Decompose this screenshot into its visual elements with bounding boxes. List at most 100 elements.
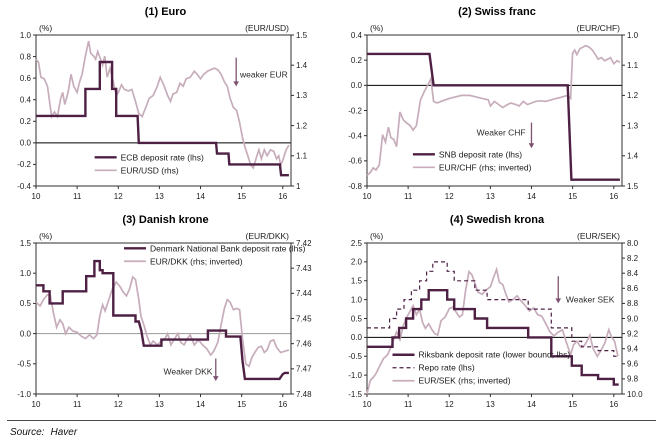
- down-arrow-head-icon: [212, 376, 219, 382]
- source-value: Haver: [50, 427, 78, 438]
- left-tick-label: -1.0: [348, 371, 362, 380]
- left-tick-label: 0.0: [351, 81, 363, 90]
- chart-canvas-euro: (%) (EUR/USD) 1.0 0.8 0.6 0.4 0.2 0.0 -0.2 -0.4 1.…: [17, 23, 307, 201]
- weaker-currency-annotation: Weaker CHF: [477, 122, 535, 149]
- source-row: Source: Haver: [7, 420, 656, 438]
- axes: (%) (EUR/SEK) 2.5 2.0 1.5 1.0 0.5 0.0 -0.5 -1.0 -1…: [348, 231, 643, 409]
- legend-label: EUR/USD (rhs): [121, 165, 179, 175]
- left-tick-label: 1.0: [20, 269, 32, 278]
- left-tick-label: 0.5: [351, 314, 363, 323]
- x-tick-label: 10: [32, 400, 41, 409]
- x-tick-label: 13: [155, 192, 164, 201]
- plot-border: [35, 34, 292, 187]
- annotation-label: Weaker CHF: [477, 127, 526, 137]
- chart-title-danish-krone: (3) Danish krone: [122, 214, 209, 226]
- legend: ECB deposit rate (lhs) EUR/USD (rhs): [94, 152, 204, 175]
- series-line: [367, 52, 620, 181]
- chart-swiss-franc: (2) Swiss franc (%) (EUR/CHF) 0.4 0.2 0.0 -0.…: [331, 0, 663, 208]
- legend-label: ECB deposit rate (lhs): [121, 152, 204, 162]
- right-tick-label: 8.8: [627, 299, 639, 308]
- left-tick-label: 0.8: [20, 52, 32, 61]
- right-tick-label: 9.4: [627, 345, 639, 354]
- down-arrow-head-icon: [528, 143, 535, 149]
- left-tick-label: -1.5: [348, 390, 362, 399]
- right-tick-label: 1.3: [627, 121, 639, 130]
- series-line: [366, 44, 621, 177]
- legend-label: Repo rate (lhs): [419, 363, 475, 373]
- right-tick-label: 1.3: [296, 91, 308, 100]
- left-tick-label: 0.2: [351, 56, 363, 65]
- annotation-label: Weaker SEK: [566, 295, 615, 305]
- left-tick-label: -0.4: [348, 131, 362, 140]
- x-tick-label: 14: [527, 400, 536, 409]
- legend: Riksbank deposit rate (lower bound; lhs)…: [392, 350, 570, 386]
- left-tick-label: 1.5: [20, 239, 32, 248]
- left-tick-label: 2.0: [351, 258, 363, 267]
- right-tick-label: 1.4: [627, 152, 639, 161]
- x-tick-label: 15: [237, 400, 246, 409]
- right-axis-unit-label: (EUR/SEK): [577, 231, 620, 241]
- chart-title-euro: (1) Euro: [144, 6, 187, 18]
- right-tick-label: 1.1: [627, 61, 639, 70]
- series-line: [367, 261, 619, 357]
- chart-title-swedish-krona: (4) Swedish krona: [449, 214, 545, 226]
- left-tick-label: -0.5: [17, 360, 31, 369]
- right-tick-label: 1.4: [296, 61, 308, 70]
- right-tick-label: 7.43: [296, 264, 312, 273]
- series-line: [36, 259, 289, 381]
- left-tick-label: -0.2: [17, 160, 31, 169]
- chart-canvas-danish-krone: (%) (EUR/DKK) 1.5 1.0 0.5 0.0 -0.5 -1.0 7.42 7.43…: [17, 231, 312, 409]
- chart-swedish-krona: (4) Swedish krona (%) (EUR/SEK) 2.5 2.0 1.5 1…: [331, 208, 663, 416]
- x-tick-label: 11: [404, 192, 413, 201]
- right-tick-label: 10.0: [627, 390, 643, 399]
- right-tick-label: 1.1: [296, 152, 308, 161]
- x-tick-label: 11: [404, 400, 413, 409]
- left-tick-label: -0.8: [348, 182, 362, 191]
- weaker-currency-annotation: Weaker SEK: [555, 276, 615, 305]
- right-tick-label: 8.0: [627, 239, 639, 248]
- axes: (%) (EUR/CHF) 0.4 0.2 0.0 -0.2 -0.4 -0.6 -0.8 1.0…: [348, 23, 638, 201]
- legend-label: SNB deposit rate (lhs): [439, 149, 522, 159]
- right-tick-label: 7.48: [296, 390, 312, 399]
- axes: (%) (EUR/USD) 1.0 0.8 0.6 0.4 0.2 0.0 -0.2 -0.4 1.…: [17, 23, 307, 201]
- x-tick-label: 15: [568, 192, 577, 201]
- x-tick-label: 11: [73, 400, 82, 409]
- chart-canvas-swiss-franc: (%) (EUR/CHF) 0.4 0.2 0.0 -0.2 -0.4 -0.6 -0.8 1.0…: [348, 23, 638, 201]
- x-tick-label: 16: [278, 192, 287, 201]
- source-label: Source:: [10, 427, 45, 438]
- series-line: [36, 60, 289, 177]
- left-tick-label: 1.0: [20, 31, 32, 40]
- series-line: [35, 40, 290, 170]
- x-tick-label: 14: [196, 400, 205, 409]
- legend-label: Denmark National Bank deposit rate (lhs): [150, 243, 306, 253]
- x-tick-label: 12: [445, 400, 454, 409]
- x-tick-label: 10: [363, 400, 372, 409]
- x-tick-label: 12: [445, 192, 454, 201]
- right-tick-label: 1: [296, 182, 301, 191]
- left-tick-label: 0.0: [20, 139, 32, 148]
- x-tick-label: 11: [73, 192, 82, 201]
- x-tick-label: 15: [237, 192, 246, 201]
- right-tick-label: 1.2: [296, 121, 308, 130]
- left-axis-unit-label: (%): [39, 23, 52, 33]
- x-tick-label: 10: [363, 192, 372, 201]
- right-tick-label: 9.0: [627, 314, 639, 323]
- legend-label: EUR/DKK (rhs; inverted): [150, 256, 243, 266]
- left-tick-label: -0.5: [348, 352, 362, 361]
- left-tick-label: 0.5: [20, 299, 32, 308]
- left-axis-unit-label: (%): [370, 23, 383, 33]
- x-tick-label: 14: [196, 192, 205, 201]
- down-arrow-head-icon: [555, 298, 562, 304]
- chart-canvas-swedish-krona: (%) (EUR/SEK) 2.5 2.0 1.5 1.0 0.5 0.0 -0.5 -1.0 -1…: [348, 231, 643, 409]
- legend-label: EUR/CHF (rhs; inverted): [439, 162, 532, 172]
- x-tick-label: 12: [114, 192, 123, 201]
- right-tick-label: 8.4: [627, 269, 639, 278]
- down-arrow-head-icon: [233, 81, 239, 87]
- right-tick-label: 9.8: [627, 375, 639, 384]
- right-tick-label: 7.47: [296, 365, 312, 374]
- right-tick-label: 9.2: [627, 329, 639, 338]
- left-axis-unit-label: (%): [370, 231, 383, 241]
- left-tick-label: -0.6: [348, 157, 362, 166]
- chart-euro: (1) Euro (%) (EUR/USD) 1.0 0.8 0.6 0.4 0.2 0.0 -…: [0, 0, 331, 208]
